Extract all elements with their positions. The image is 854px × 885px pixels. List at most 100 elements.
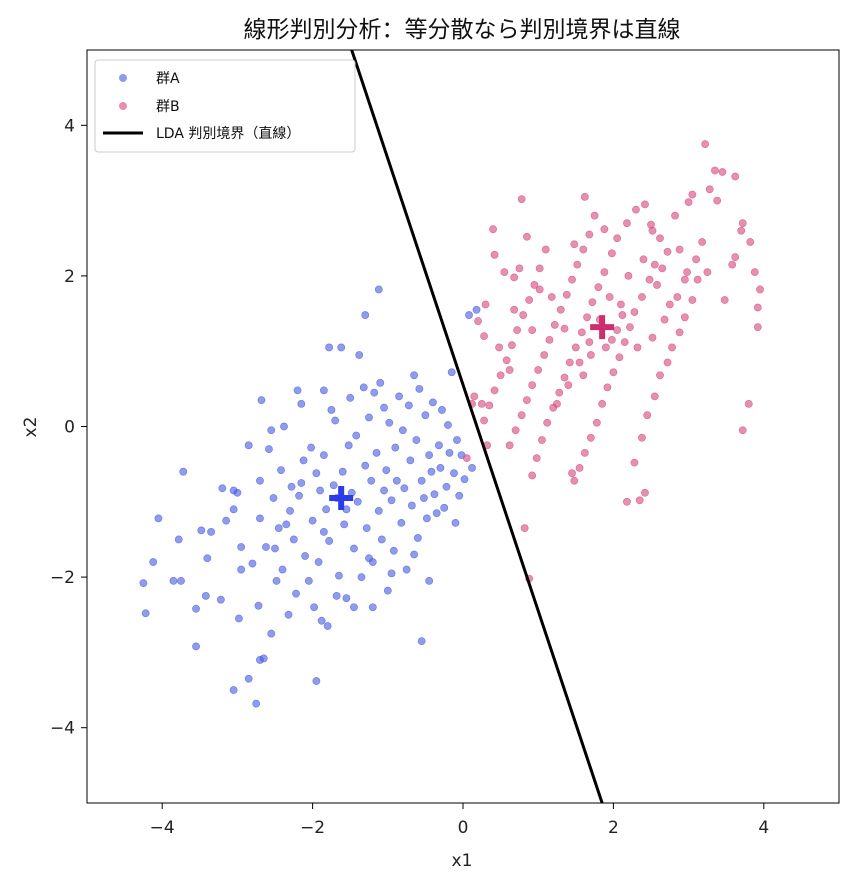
data-point-group-b xyxy=(553,400,561,408)
data-point-group-a xyxy=(398,426,407,435)
data-point-group-a xyxy=(325,343,334,352)
data-point-group-a xyxy=(389,546,398,555)
data-point-group-b xyxy=(495,343,503,352)
data-point-group-a xyxy=(335,571,343,580)
data-point-group-a xyxy=(332,592,341,600)
data-point-group-b xyxy=(579,371,588,380)
data-point-group-a xyxy=(395,392,403,401)
data-point-group-b xyxy=(517,411,526,420)
data-point-group-a xyxy=(256,476,264,485)
data-point-group-a xyxy=(451,518,460,527)
data-point-group-b xyxy=(474,317,482,325)
data-point-group-a xyxy=(267,629,276,638)
data-point-group-a xyxy=(380,486,388,495)
data-point-group-a xyxy=(410,550,419,559)
data-point-group-a xyxy=(310,603,318,612)
data-point-group-a xyxy=(438,406,446,414)
data-point-group-a xyxy=(442,482,451,491)
data-point-group-a xyxy=(368,603,377,612)
data-point-group-a xyxy=(192,642,200,651)
data-point-group-b xyxy=(534,366,543,374)
legend-item-group-a: 群A xyxy=(119,71,180,87)
data-point-group-a xyxy=(284,610,293,619)
data-point-group-b xyxy=(600,268,609,277)
data-point-group-a xyxy=(353,497,362,506)
data-point-group-b xyxy=(598,400,607,408)
data-point-group-b xyxy=(744,400,753,408)
legend: 群A 群B LDA 判別境界（直線） xyxy=(94,59,356,153)
data-point-group-a xyxy=(139,579,148,588)
data-point-group-b xyxy=(658,264,667,273)
data-point-group-a xyxy=(179,467,188,476)
data-point-group-a xyxy=(450,469,458,478)
data-point-group-b xyxy=(571,343,580,352)
y-tick-label: 0 xyxy=(64,418,75,438)
data-point-group-b xyxy=(560,324,569,333)
data-point-group-a xyxy=(319,386,328,395)
data-point-group-b xyxy=(605,293,614,301)
data-point-group-b xyxy=(626,323,634,331)
data-point-group-b xyxy=(510,305,519,314)
data-point-group-a xyxy=(376,378,385,387)
data-point-group-a xyxy=(400,484,409,493)
data-point-group-b xyxy=(585,230,594,239)
x-axis-label: x1 xyxy=(452,851,473,871)
data-point-group-b xyxy=(523,396,531,405)
x-tick-label: 0 xyxy=(458,818,469,838)
data-point-group-a xyxy=(382,466,391,475)
data-point-group-b xyxy=(481,300,490,309)
data-point-group-a xyxy=(338,467,347,476)
data-point-group-b xyxy=(684,198,693,207)
data-point-group-b xyxy=(671,211,679,220)
mean-marker-group-b xyxy=(590,315,615,340)
data-point-group-b xyxy=(639,255,648,264)
data-point-group-a xyxy=(444,421,452,429)
data-point-group-a xyxy=(149,558,158,566)
data-point-group-a xyxy=(406,456,415,465)
legend-marker-group-b xyxy=(119,102,127,110)
data-point-group-a xyxy=(380,403,388,412)
data-point-group-b xyxy=(746,238,755,246)
x-tick-label: 2 xyxy=(608,818,619,838)
data-point-group-b xyxy=(505,366,514,374)
data-point-group-a xyxy=(304,576,313,585)
data-point-group-b xyxy=(545,336,554,344)
data-point-group-a xyxy=(286,506,294,515)
data-point-group-b xyxy=(485,401,494,410)
y-tick-label: 2 xyxy=(64,267,75,287)
data-point-group-b xyxy=(462,454,471,463)
data-point-group-b xyxy=(556,305,565,314)
data-point-group-a xyxy=(421,411,430,420)
data-point-group-b xyxy=(594,283,603,292)
data-point-group-a xyxy=(455,491,464,500)
data-point-group-b xyxy=(656,234,664,243)
data-point-group-a xyxy=(297,400,306,408)
data-point-group-b xyxy=(470,392,479,401)
data-point-group-b xyxy=(496,371,505,380)
data-point-group-a xyxy=(342,594,351,603)
data-point-group-b xyxy=(753,303,762,312)
data-point-group-a xyxy=(430,490,439,499)
data-point-group-a xyxy=(327,406,336,414)
data-point-group-a xyxy=(203,554,212,563)
data-point-group-a xyxy=(374,285,383,294)
data-point-group-b xyxy=(580,448,589,457)
data-point-group-a xyxy=(344,441,353,450)
data-point-group-b xyxy=(528,471,537,480)
data-point-group-a xyxy=(252,699,261,708)
data-point-group-a xyxy=(274,524,283,533)
data-point-group-a xyxy=(453,436,461,444)
data-point-group-a xyxy=(192,604,200,613)
data-point-group-b xyxy=(680,313,689,322)
data-point-group-a xyxy=(280,422,288,431)
data-point-group-a xyxy=(415,384,424,393)
data-point-group-b xyxy=(692,255,701,264)
data-point-group-b xyxy=(645,275,654,284)
data-point-group-b xyxy=(650,260,659,269)
y-axis-label: x2 xyxy=(21,417,41,438)
data-point-group-a xyxy=(361,311,370,319)
data-point-group-b xyxy=(731,172,740,181)
data-point-group-a xyxy=(207,528,215,536)
data-point-group-a xyxy=(425,451,434,460)
data-point-group-b xyxy=(543,418,552,427)
